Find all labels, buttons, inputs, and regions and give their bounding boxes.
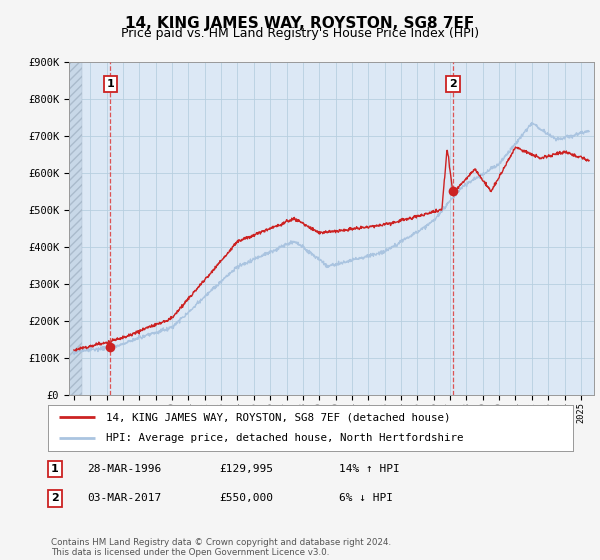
Text: £129,995: £129,995 bbox=[219, 464, 273, 474]
Text: 14, KING JAMES WAY, ROYSTON, SG8 7EF: 14, KING JAMES WAY, ROYSTON, SG8 7EF bbox=[125, 16, 475, 31]
Bar bbox=[69, 62, 82, 395]
Text: 28-MAR-1996: 28-MAR-1996 bbox=[87, 464, 161, 474]
Text: 2: 2 bbox=[51, 493, 59, 503]
Text: 03-MAR-2017: 03-MAR-2017 bbox=[87, 493, 161, 503]
Text: HPI: Average price, detached house, North Hertfordshire: HPI: Average price, detached house, Nort… bbox=[106, 433, 463, 444]
Text: Contains HM Land Registry data © Crown copyright and database right 2024.
This d: Contains HM Land Registry data © Crown c… bbox=[51, 538, 391, 557]
Text: £550,000: £550,000 bbox=[219, 493, 273, 503]
Text: 14% ↑ HPI: 14% ↑ HPI bbox=[339, 464, 400, 474]
Text: 6% ↓ HPI: 6% ↓ HPI bbox=[339, 493, 393, 503]
Text: 1: 1 bbox=[51, 464, 59, 474]
Text: 2: 2 bbox=[449, 79, 457, 89]
Text: 1: 1 bbox=[107, 79, 114, 89]
Text: Price paid vs. HM Land Registry's House Price Index (HPI): Price paid vs. HM Land Registry's House … bbox=[121, 27, 479, 40]
Text: 14, KING JAMES WAY, ROYSTON, SG8 7EF (detached house): 14, KING JAMES WAY, ROYSTON, SG8 7EF (de… bbox=[106, 412, 450, 422]
